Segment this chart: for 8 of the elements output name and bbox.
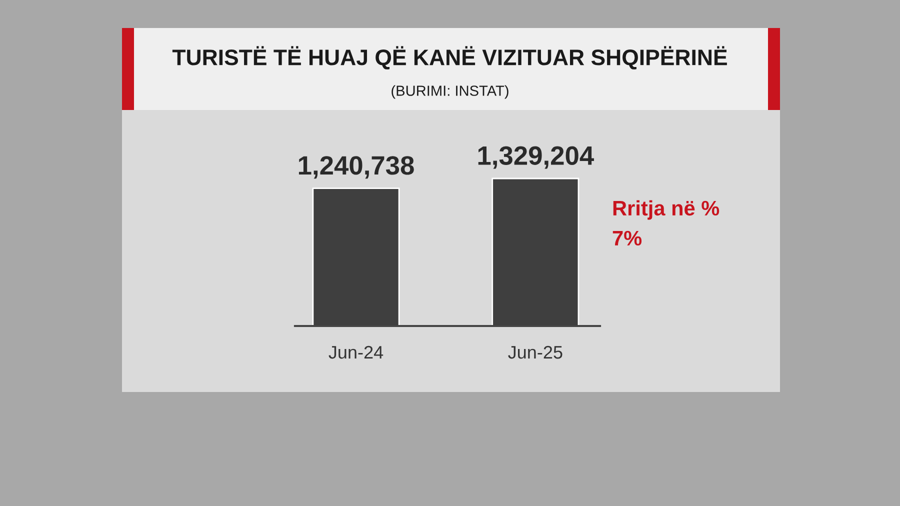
x-tick-label: Jun-24 [328, 346, 384, 359]
data-label: 1,240,738 [298, 156, 414, 179]
chart-title: TURISTË TË HUAJ QË KANË VIZITUAR SHQIPËRINË [172, 46, 727, 70]
text: Rritja në % [613, 200, 720, 220]
data-label: 1,329,204 [478, 146, 594, 169]
chart-subtitle: (BURIMI: INSTAT) [392, 85, 508, 99]
text: 7% [612, 230, 642, 246]
x-tick-label: Jun-25 [508, 346, 562, 359]
